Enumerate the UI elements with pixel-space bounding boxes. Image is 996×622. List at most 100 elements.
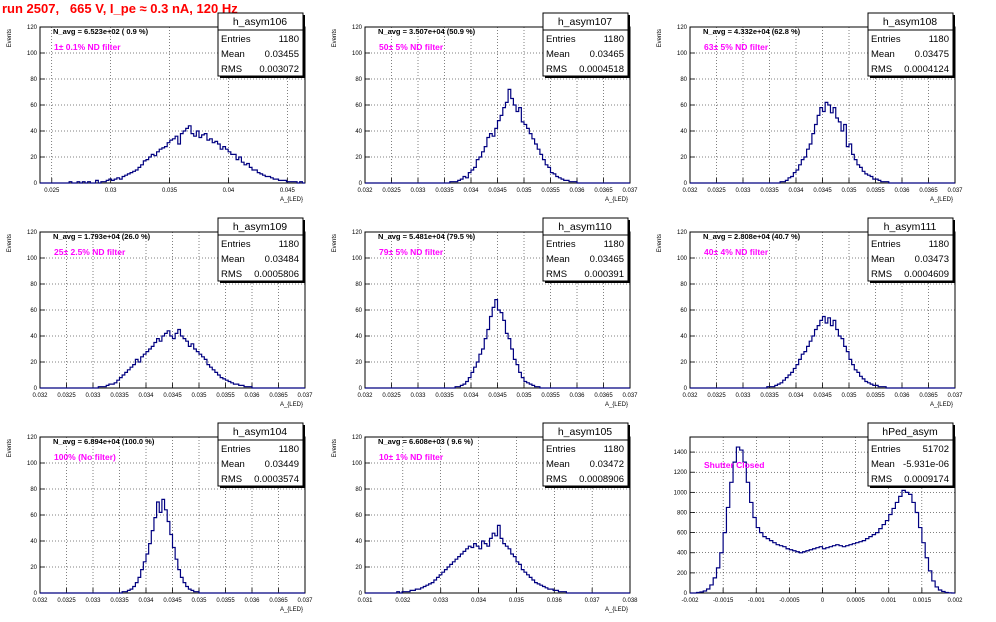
- x-tick-label: 0.037: [947, 188, 963, 194]
- y-tick-label: 600: [677, 531, 688, 537]
- y-tick-label: 60: [30, 308, 37, 314]
- x-tick-label: 0.002: [947, 598, 963, 604]
- x-tick-label: 0.0355: [216, 393, 235, 399]
- x-tick-label: 0.0325: [57, 598, 76, 604]
- histogram-panel-h_asym107: 0.032 0.0325 0.033 0.0335 0.034 0.0345 0.035 0.…: [332, 12, 638, 203]
- x-tick-label: 0.033: [410, 188, 426, 194]
- x-tick-label: 0: [821, 598, 825, 604]
- y-tick-label: 20: [680, 360, 687, 366]
- histogram-panel-h_asym110: 0.032 0.0325 0.033 0.0335 0.034 0.0345 0.035 0.…: [332, 217, 638, 408]
- x-tick-label: 0.032: [395, 598, 411, 604]
- y-tick-label: 0: [684, 386, 688, 392]
- y-tick-label: 80: [355, 487, 362, 493]
- y-tick-label: 20: [355, 155, 362, 161]
- x-tick-label: 0.035: [162, 188, 178, 194]
- histogram-panel-hPed_asym: -0.002 -0.0015 -0.001 -0.0005 0 0.0005 0.001 0.…: [674, 422, 963, 604]
- y-tick-label: 40: [680, 334, 687, 340]
- x-tick-label: 0.034: [463, 393, 479, 399]
- y-tick-label: 40: [30, 129, 37, 135]
- stats-box-frame: [867, 217, 954, 282]
- x-tick-label: 0.032: [32, 598, 48, 604]
- x-tick-label: 0.0005: [846, 598, 865, 604]
- stats-value: 0.03465: [590, 254, 624, 265]
- n-avg-annotation: N_avg = 3.507e+04 (50.9 %): [378, 27, 476, 36]
- n-avg-annotation: N_avg = 6.608e+03 ( 9.6 %): [378, 437, 474, 446]
- y-tick-label: 80: [680, 282, 687, 288]
- stats-label: RMS: [546, 269, 567, 280]
- x-tick-label: 0.037: [622, 393, 638, 399]
- x-tick-label: 0.033: [433, 598, 449, 604]
- y-tick-label: 0: [34, 386, 38, 392]
- x-tick-label: 0.0355: [541, 188, 560, 194]
- x-axis-title: A_{LED}: [930, 402, 953, 408]
- x-tick-label: 0.001: [881, 598, 897, 604]
- x-tick-label: 0.0325: [57, 393, 76, 399]
- y-axis-title: Events: [7, 439, 13, 457]
- y-tick-label: 120: [352, 230, 363, 236]
- stats-label: RMS: [546, 474, 567, 485]
- x-tick-label: 0.0345: [813, 393, 832, 399]
- stats-value: 0.03475: [915, 49, 949, 60]
- histogram-series-h_asym108: [690, 101, 955, 184]
- x-tick-label: 0.034: [788, 393, 804, 399]
- x-tick-label: 0.0335: [435, 393, 454, 399]
- y-tick-label: 100: [677, 256, 688, 262]
- stats-label: RMS: [871, 269, 892, 280]
- n-avg-annotation: N_avg = 4.332e+04 (62.8 %): [703, 27, 801, 36]
- y-tick-label: 60: [680, 308, 687, 314]
- stats-label: RMS: [221, 269, 242, 280]
- filter-label: 100% (No filter): [54, 452, 116, 462]
- n-avg-annotation: N_avg = 1.793e+04 (26.0 %): [53, 232, 151, 241]
- x-tick-label: 0.0345: [488, 188, 507, 194]
- x-tick-label: 0.031: [357, 598, 373, 604]
- stats-value: 0.0004124: [904, 64, 949, 75]
- stats-value: 1180: [279, 239, 299, 250]
- x-axis-title: A_{LED}: [280, 197, 303, 203]
- x-tick-label: -0.001: [748, 598, 766, 604]
- y-tick-label: 100: [27, 461, 38, 467]
- stats-label: RMS: [871, 64, 892, 75]
- histogram-panel-h_asym105: 0.031 0.032 0.033 0.034 0.035 0.036 0.037 0.038…: [332, 422, 638, 613]
- x-tick-label: 0.03: [105, 188, 117, 194]
- y-tick-label: 120: [27, 435, 38, 441]
- y-tick-label: 60: [355, 308, 362, 314]
- x-tick-label: 0.034: [138, 393, 154, 399]
- x-tick-label: 0.036: [547, 598, 563, 604]
- x-tick-label: -0.002: [681, 598, 699, 604]
- x-tick-label: 0.035: [516, 188, 532, 194]
- y-tick-label: 100: [27, 51, 38, 57]
- y-tick-label: 40: [680, 129, 687, 135]
- stats-label: RMS: [221, 474, 242, 485]
- stats-title: h_asym105: [558, 426, 612, 438]
- y-tick-label: 1400: [674, 450, 688, 456]
- x-axis-title: A_{LED}: [605, 197, 628, 203]
- stats-value: 0.0004518: [579, 64, 624, 75]
- x-tick-label: 0.036: [894, 393, 910, 399]
- stats-label: Mean: [546, 49, 570, 60]
- y-tick-label: 0: [34, 591, 38, 597]
- stats-value: 1180: [604, 239, 624, 250]
- y-tick-label: 0: [34, 181, 38, 187]
- stats-box: h_asym111 Entries 1180 Mean 0.03473 RMS 0.0004…: [867, 217, 955, 283]
- stats-label: Entries: [546, 239, 576, 250]
- y-tick-label: 80: [680, 77, 687, 83]
- x-tick-label: 0.033: [85, 598, 101, 604]
- x-tick-label: 0.034: [463, 188, 479, 194]
- stats-value: 0.0004609: [904, 269, 949, 280]
- y-tick-label: 60: [680, 103, 687, 109]
- x-tick-label: 0.036: [244, 598, 260, 604]
- histogram-panel-h_asym109: 0.032 0.0325 0.033 0.0335 0.034 0.0345 0.035 0.…: [7, 217, 313, 408]
- stats-label: Entries: [221, 34, 251, 45]
- y-tick-label: 1200: [674, 470, 688, 476]
- stats-label: Entries: [871, 34, 901, 45]
- x-tick-label: 0.036: [894, 188, 910, 194]
- histogram-series-h_asym107: [365, 88, 630, 184]
- histogram-series-h_asym106: [40, 125, 305, 184]
- y-tick-label: 20: [30, 155, 37, 161]
- x-axis-title: A_{LED}: [930, 197, 953, 203]
- x-tick-label: 0.033: [85, 393, 101, 399]
- stats-label: RMS: [221, 64, 242, 75]
- y-tick-label: 120: [677, 25, 688, 31]
- x-tick-label: 0.0345: [163, 393, 182, 399]
